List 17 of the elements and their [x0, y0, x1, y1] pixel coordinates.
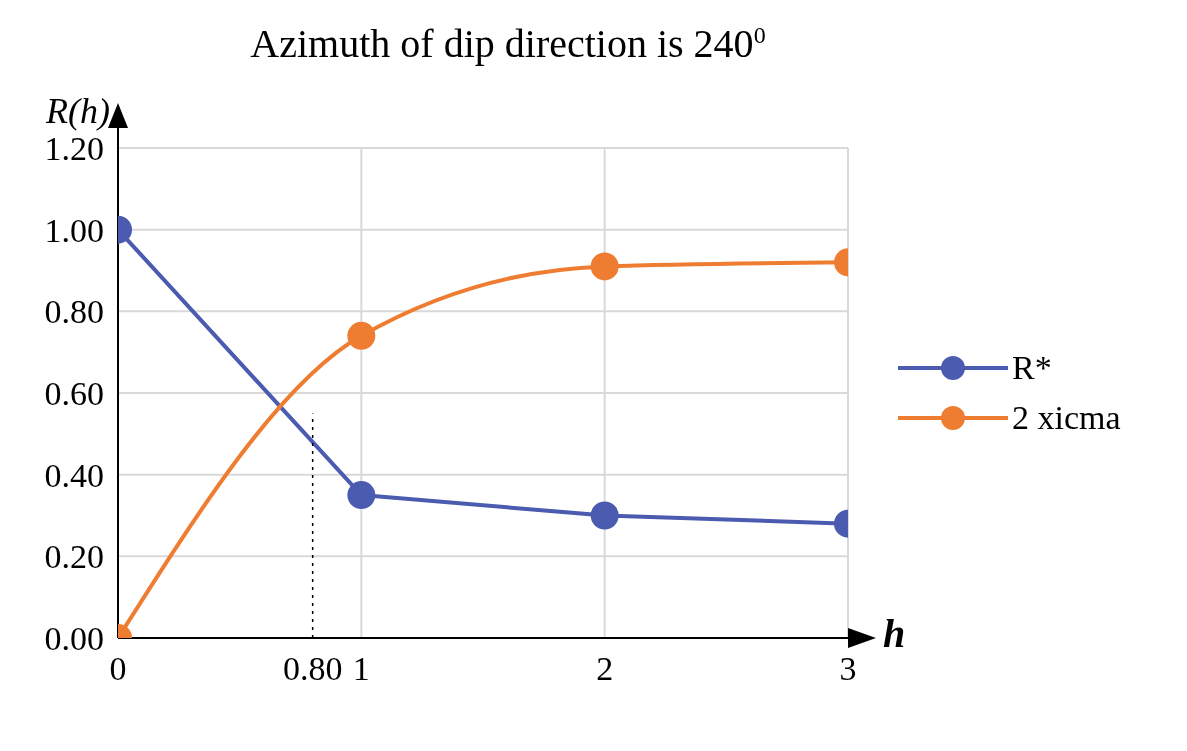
- y-axis-title: R(h): [46, 90, 110, 132]
- legend-label: R*: [1012, 349, 1052, 387]
- x-tick-label: 2: [596, 650, 614, 688]
- y-tick-label: 0.40: [44, 456, 104, 494]
- y-tick-label: 0.80: [44, 293, 104, 331]
- y-tick-label: 0.00: [44, 620, 104, 658]
- chart-title: Azimuth of dip direction is 240$^{0}$: [250, 21, 766, 66]
- legend-label: 2 xicma: [1012, 399, 1121, 437]
- x-axis-title: h: [883, 610, 906, 657]
- y-tick-label: 0.60: [44, 375, 104, 413]
- x-tick-label: 0: [109, 650, 127, 688]
- y-tick-label: 1.00: [44, 211, 104, 249]
- x-tick-label: 0.80: [282, 650, 343, 688]
- x-tick-label: 3: [839, 650, 857, 688]
- y-tick-label: 0.20: [44, 538, 104, 576]
- y-tick-label: 1.20: [44, 130, 104, 168]
- x-tick-label: 1: [352, 650, 370, 688]
